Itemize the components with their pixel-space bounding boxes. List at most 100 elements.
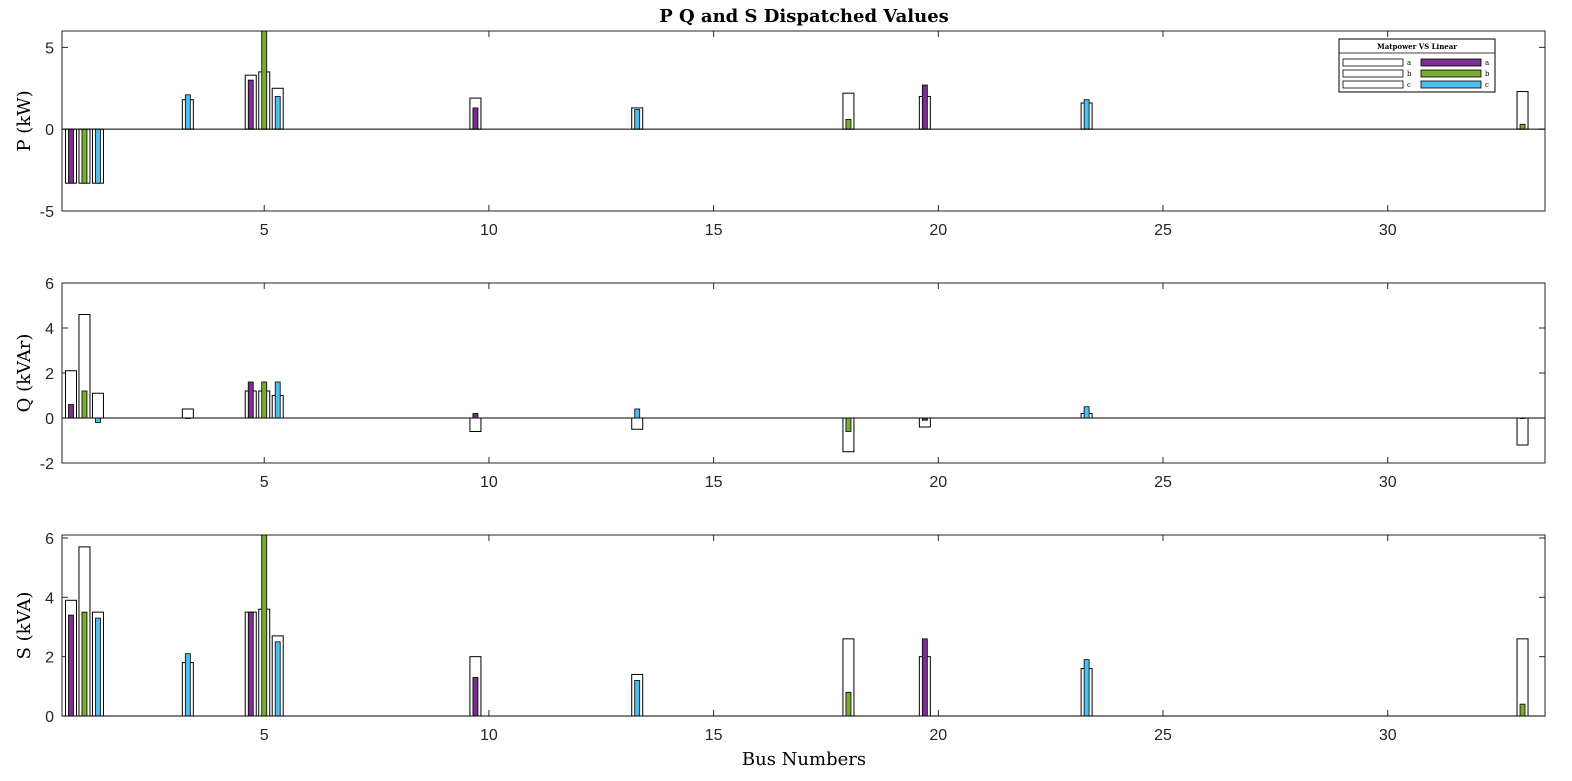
bar-linear-bus1-b <box>81 390 88 419</box>
bar-matpower-bus13-c <box>631 417 644 430</box>
bar-linear-bus10-a <box>472 413 479 419</box>
chart-title: P Q and S Dispatched Values <box>659 6 949 27</box>
x-tick-label: 10 <box>480 222 498 239</box>
legend-label-matpower-a: a <box>1407 59 1411 67</box>
x-tick-label: 20 <box>929 727 947 744</box>
x-axis-label: Bus Numbers <box>742 749 866 770</box>
bar-linear-bus1-c <box>95 417 101 423</box>
x-tick-label: 25 <box>1154 222 1172 239</box>
legend-label-linear-b: b <box>1485 70 1490 78</box>
bar-linear-bus20-a <box>921 638 928 717</box>
x-tick-label: 5 <box>260 474 269 491</box>
bar-linear-bus23-c <box>1083 99 1090 130</box>
x-tick-label: 20 <box>929 222 947 239</box>
bar-matpower-bus33-b <box>1516 417 1529 446</box>
axes-box <box>61 534 1546 717</box>
bar-matpower-bus1-c <box>91 392 104 419</box>
bar-linear-bus23-c <box>1083 406 1090 419</box>
bar-linear-bus13-c <box>634 109 641 130</box>
legend-label-linear-c: c <box>1485 81 1489 89</box>
y-tick-label: -5 <box>40 204 54 221</box>
x-tick-label: 5 <box>260 727 269 744</box>
bar-linear-bus5-b <box>261 381 268 419</box>
x-tick-label: 15 <box>705 222 723 239</box>
bar-linear-bus20-a <box>921 84 928 130</box>
legend-swatch-matpower-c <box>1342 80 1404 89</box>
x-tick-label: 5 <box>260 222 269 239</box>
bar-linear-bus5-a <box>247 381 254 419</box>
subplot-3: 5 10 15 20 25 30 0 2 4 6 S (kVA) <box>14 531 1546 744</box>
y-tick-label: 2 <box>45 650 54 667</box>
y-tick-label: 6 <box>45 276 54 293</box>
bar-linear-bus5-b <box>261 534 268 717</box>
legend-swatch-linear-b <box>1420 69 1482 78</box>
x-tick-label: 10 <box>480 727 498 744</box>
bar-linear-bus33-b <box>1519 703 1526 717</box>
bar-linear-bus33-b <box>1519 123 1526 130</box>
bar-linear-bus18-b <box>845 691 852 717</box>
bar-linear-bus10-a <box>472 107 479 130</box>
y-tick-label: 0 <box>45 411 54 428</box>
x-tick-label: 30 <box>1379 222 1397 239</box>
bar-matpower-bus33-b <box>1516 91 1529 130</box>
axes-box <box>61 282 1546 464</box>
bar-linear-bus5-a <box>247 79 254 130</box>
legend-swatch-matpower-a <box>1342 58 1404 67</box>
bar-linear-bus1-a <box>68 404 74 419</box>
x-tick-label: 20 <box>929 474 947 491</box>
y-tick-label: 5 <box>45 40 54 57</box>
bar-linear-bus10-a <box>472 677 479 717</box>
x-tick-label: 15 <box>705 727 723 744</box>
legend-label-matpower-c: c <box>1407 81 1411 89</box>
subplot-2: 5 10 15 20 25 30 -2 0 2 4 6 Q (kVAr) <box>14 276 1546 491</box>
bar-linear-bus1-b <box>81 128 88 184</box>
legend-title: Matpower VS Linear <box>1377 42 1457 51</box>
y-tick-label: 0 <box>45 709 54 726</box>
bar-linear-bus13-c <box>634 408 641 419</box>
bar-linear-bus23-c <box>1083 659 1090 717</box>
y-tick-label: 4 <box>45 590 54 607</box>
bar-series-group <box>64 314 1529 453</box>
x-tick-label: 15 <box>705 474 723 491</box>
x-tick-label: 25 <box>1154 727 1172 744</box>
legend-label-linear-a: a <box>1485 59 1489 67</box>
bar-linear-bus3-c <box>184 653 191 717</box>
bar-linear-bus1-a <box>68 614 74 717</box>
y-tick-label: 0 <box>45 122 54 139</box>
y-axis-label: P (kW) <box>14 90 35 151</box>
bar-linear-bus3-c <box>184 94 191 130</box>
bar-linear-bus18-b <box>845 118 852 130</box>
y-axis-label: S (kVA) <box>14 592 35 660</box>
y-tick-label: 2 <box>45 366 54 383</box>
axes-box <box>61 30 1546 212</box>
y-tick-label: 6 <box>45 531 54 548</box>
y-tick-label: -2 <box>40 456 54 473</box>
bar-matpower-bus3-c <box>181 408 194 419</box>
legend-swatch-linear-a <box>1420 58 1482 67</box>
bar-linear-bus18-b <box>845 417 852 432</box>
legend-label-matpower-b: b <box>1407 70 1412 78</box>
x-tick-label: 10 <box>480 474 498 491</box>
bar-linear-bus5-c <box>274 381 281 419</box>
bar-linear-bus1-a <box>68 128 74 184</box>
legend-swatch-linear-c <box>1420 80 1482 89</box>
bar-linear-bus1-c <box>95 617 101 717</box>
bar-linear-bus5-c <box>274 641 281 717</box>
x-tick-label: 30 <box>1379 727 1397 744</box>
bar-linear-bus5-a <box>247 611 254 717</box>
bar-matpower-bus10-a <box>469 417 482 432</box>
bar-linear-bus5-c <box>274 96 281 130</box>
bar-linear-bus1-c <box>95 128 101 184</box>
x-tick-label: 30 <box>1379 474 1397 491</box>
bar-linear-bus5-b <box>261 30 268 130</box>
y-axis-label: Q (kVAr) <box>14 334 35 413</box>
bar-linear-bus13-c <box>634 679 641 717</box>
x-tick-label: 25 <box>1154 474 1172 491</box>
legend-swatch-matpower-b <box>1342 69 1404 78</box>
subplot-1: 5 10 15 20 25 30 -5 0 5 P (kW) <box>14 30 1546 239</box>
bar-series-group <box>64 534 1529 717</box>
y-tick-label: 4 <box>45 321 54 338</box>
